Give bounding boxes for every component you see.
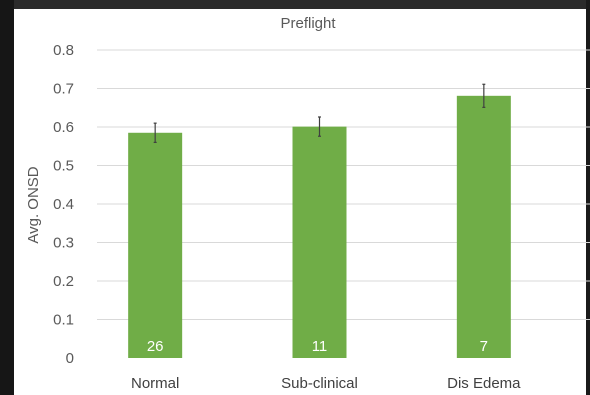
- right-window-strip: [586, 0, 590, 395]
- top-window-strip: [0, 0, 590, 9]
- bars: [128, 95, 511, 359]
- y-tick-labels: 0 0.1 0.2 0.3 0.4 0.5 0.6 0.7 0.8: [53, 42, 74, 367]
- bar: [456, 95, 511, 358]
- bar-data-label: 7: [480, 338, 488, 355]
- chart-title: Preflight: [280, 15, 336, 32]
- y-tick-label: 0.2: [53, 273, 74, 290]
- bar: [292, 126, 347, 359]
- y-axis-label: Avg. ONSD: [25, 166, 42, 243]
- left-window-strip: [0, 0, 14, 395]
- error-bars: [153, 83, 486, 143]
- y-tick-label: 0.5: [53, 158, 74, 175]
- x-category-labels: Normal Sub-clinical Dis Edema: [131, 375, 521, 392]
- y-tick-label: 0.8: [53, 42, 74, 59]
- y-tick-label: 0.6: [53, 119, 74, 136]
- y-tick-label: 0.7: [53, 81, 74, 98]
- y-tick-label: 0: [66, 350, 74, 367]
- y-tick-label: 0.3: [53, 235, 74, 252]
- x-category-label: Sub-clinical: [281, 375, 358, 392]
- x-category-label: Normal: [131, 375, 179, 392]
- error-bar: [482, 83, 486, 108]
- bar: [128, 132, 183, 358]
- error-bar: [318, 116, 321, 137]
- data-labels: 26 11 7: [147, 338, 488, 355]
- y-tick-label: 0.4: [53, 196, 74, 213]
- x-category-label: Dis Edema: [447, 375, 521, 392]
- bar-data-label: 11: [312, 338, 328, 355]
- bar-data-label: 26: [147, 338, 164, 355]
- y-tick-label: 0.1: [53, 312, 74, 329]
- error-bar: [153, 122, 157, 143]
